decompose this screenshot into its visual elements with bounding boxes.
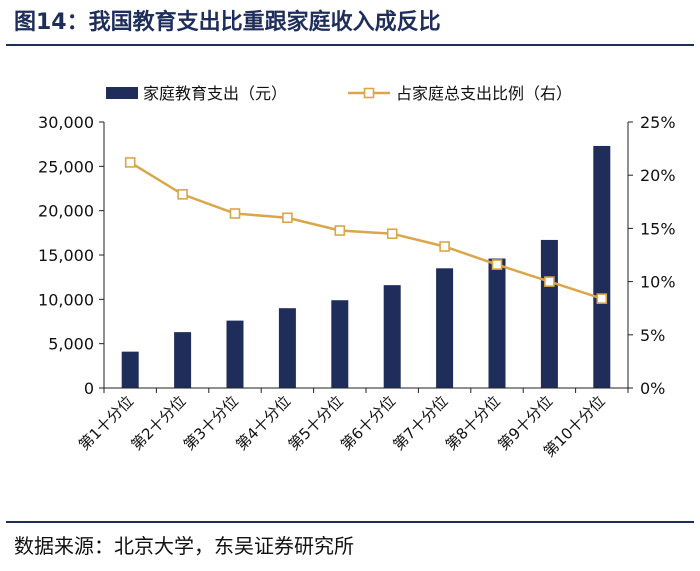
bar-2 bbox=[174, 332, 192, 388]
x-tick-label: 第5十分位 bbox=[285, 392, 347, 454]
ratio-marker-6 bbox=[386, 228, 398, 240]
bar-6 bbox=[383, 285, 401, 388]
bar-10 bbox=[593, 145, 611, 388]
right-tick-label: 0% bbox=[640, 379, 665, 398]
right-tick-label: 25% bbox=[640, 113, 676, 132]
right-tick-label: 15% bbox=[640, 219, 676, 238]
figure-title: 图14：我国教育支出比重跟家庭收入成反比 bbox=[14, 10, 441, 35]
left-tick-label: 0 bbox=[84, 379, 94, 398]
bar-1 bbox=[121, 351, 139, 388]
ratio-marker-10 bbox=[596, 293, 608, 304]
left-tick-label: 5,000 bbox=[48, 335, 94, 354]
ratio-marker-4 bbox=[282, 212, 293, 224]
ratio-line bbox=[129, 161, 603, 300]
x-tick-label: 第3十分位 bbox=[180, 392, 242, 454]
left-tick-label: 15,000 bbox=[38, 246, 94, 265]
bar-4 bbox=[278, 308, 296, 388]
ratio-marker-8 bbox=[491, 259, 503, 270]
left-tick-label: 30,000 bbox=[38, 113, 94, 132]
ratio-marker-3 bbox=[229, 208, 241, 219]
bar-8 bbox=[488, 258, 506, 388]
ratio-marker-9 bbox=[544, 276, 555, 287]
right-tick-label: 5% bbox=[640, 326, 665, 345]
data-source: 数据来源：北京大学，东吴证券研究所 bbox=[14, 534, 354, 558]
right-tick-label: 20% bbox=[640, 166, 676, 185]
right-tick-label: 10% bbox=[640, 273, 676, 292]
x-tick-label: 第4十分位 bbox=[232, 392, 294, 454]
legend-line-label: 占家庭总支出比例（右） bbox=[396, 84, 572, 103]
x-tick-label: 第1十分位 bbox=[75, 392, 137, 454]
legend: 家庭教育支出（元） 占家庭总支出比例（右） bbox=[106, 84, 572, 103]
bar-3 bbox=[226, 320, 244, 388]
line-series bbox=[124, 157, 608, 304]
bar-5 bbox=[331, 300, 349, 388]
bar-7 bbox=[436, 268, 454, 388]
x-tick-label: 第6十分位 bbox=[337, 392, 399, 454]
ratio-marker-1 bbox=[124, 157, 136, 168]
ratio-marker-5 bbox=[334, 225, 346, 236]
top-rule bbox=[6, 44, 694, 46]
legend-bar-label: 家庭教育支出（元） bbox=[143, 84, 287, 103]
bars bbox=[121, 145, 611, 388]
left-tick-label: 25,000 bbox=[38, 157, 94, 176]
left-tick-label: 20,000 bbox=[38, 202, 94, 221]
x-tick-label: 第8十分位 bbox=[442, 392, 504, 454]
legend-bar-swatch bbox=[106, 87, 138, 99]
x-tick-label: 第7十分位 bbox=[390, 392, 452, 454]
left-tick-label: 10,000 bbox=[38, 290, 94, 309]
ratio-marker-7 bbox=[439, 241, 450, 252]
bar-9 bbox=[540, 239, 558, 388]
ratio-marker-2 bbox=[177, 189, 188, 200]
legend-line-marker bbox=[363, 87, 375, 99]
chart: 家庭教育支出（元） 占家庭总支出比例（右） 0 5,000 10,000 15,000 2… bbox=[38, 84, 676, 461]
x-tick-label: 第2十分位 bbox=[128, 392, 190, 454]
bottom-rule bbox=[6, 521, 694, 523]
